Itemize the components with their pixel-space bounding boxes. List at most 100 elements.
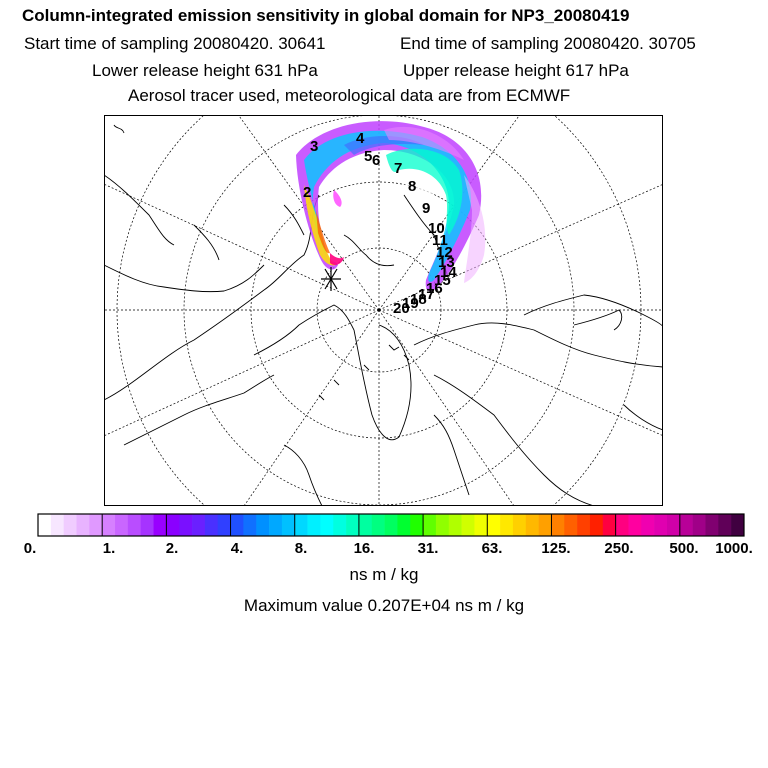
colorbar-cell	[435, 514, 450, 536]
colorbar-cell	[204, 514, 219, 536]
colorbar-cell	[551, 514, 565, 536]
colorbar-cell	[615, 514, 629, 536]
colorbar-cell	[127, 514, 141, 536]
emission-sensitivity-plume	[296, 121, 486, 292]
colorbar-units: ns m / kg	[349, 565, 419, 584]
colorbar-cell	[731, 514, 745, 536]
colorbar-tick-0: 0.	[23, 540, 37, 557]
trajectory-label-7: 7	[394, 160, 402, 177]
colorbar-tick-4: 8.	[294, 540, 308, 557]
colorbar-cell	[564, 514, 578, 536]
trajectory-label-13: 13	[438, 254, 455, 271]
colorbar-cell	[230, 514, 244, 536]
map-frame	[104, 115, 663, 506]
colorbar-frame	[37, 513, 745, 537]
tracer-info: Aerosol tracer used, meteorological data…	[128, 86, 571, 105]
colorbar-tick-8: 125.	[541, 540, 571, 557]
colorbar-cell	[217, 514, 231, 536]
trajectory-label-4: 4	[356, 130, 365, 147]
colorbar-cell	[397, 514, 411, 536]
trajectory-label-17: 17	[418, 286, 435, 303]
colorbar-cell	[89, 514, 103, 536]
colorbar-tick-9: 250.	[604, 540, 634, 557]
colorbar-tick-1: 1.	[102, 540, 116, 557]
colorbar-cell	[538, 514, 552, 536]
map-title: Column-integrated emission sensitivity i…	[22, 6, 630, 25]
colorbar-cell	[654, 514, 668, 536]
colorbar-cell	[384, 514, 398, 536]
trajectory-label-12: 12	[436, 244, 453, 261]
colorbar-cell	[294, 514, 308, 536]
colorbar-cell	[346, 514, 360, 536]
colorbar-cell	[333, 514, 347, 536]
colorbar-cell	[641, 514, 655, 536]
end-time: End time of sampling 20080420. 30705	[400, 34, 696, 53]
colorbar-cell	[487, 514, 501, 536]
colorbar-cell	[589, 514, 604, 536]
trajectory-label-20: 20	[393, 300, 410, 317]
trajectory-label-15: 15	[434, 272, 451, 289]
trajectory-label-8: 8	[408, 178, 416, 195]
colorbar-cell	[718, 514, 732, 536]
coastlines	[104, 124, 663, 506]
colorbar-tick-6: 31.	[417, 540, 439, 557]
colorbar-cell	[461, 514, 475, 536]
maximum-value: Maximum value 0.207E+04 ns m / kg	[243, 596, 525, 615]
colorbar-cell	[602, 514, 616, 536]
colorbar-tick-5: 16.	[353, 540, 375, 557]
colorbar-cell	[577, 514, 591, 536]
colorbar-cell	[307, 514, 321, 536]
colorbar-cell	[38, 514, 52, 536]
trajectory-label-18: 18	[410, 291, 427, 308]
trajectory-label-10: 10	[428, 220, 445, 237]
colorbar-cell	[281, 514, 296, 536]
colorbar-cell	[63, 514, 77, 536]
colorbar-cell	[525, 514, 539, 536]
colorbar-cell	[76, 514, 90, 536]
start-time: Start time of sampling 20080420. 30641	[24, 34, 326, 53]
colorbar-cell	[166, 514, 180, 536]
colorbar-cell	[692, 514, 706, 536]
colorbar-cell	[102, 514, 116, 536]
colorbar-cell	[628, 514, 642, 536]
trajectory-label-2: 2	[303, 184, 311, 201]
colorbar-cell	[500, 514, 514, 536]
trajectory-label-19: 19	[402, 295, 419, 312]
upper-release-height: Upper release height 617 hPa	[403, 61, 629, 80]
colorbar-tick-7: 63.	[481, 540, 503, 557]
trajectory-label-6: 6	[372, 152, 380, 169]
colorbar-cell	[179, 514, 193, 536]
colorbar-cell	[410, 514, 424, 536]
colorbar-cell	[666, 514, 681, 536]
trajectory-label-16: 16	[426, 280, 443, 297]
trajectory-label-9: 9	[422, 200, 430, 217]
colorbar-tick-2: 2.	[165, 540, 179, 557]
colorbar-cell	[448, 514, 462, 536]
colorbar-cell	[423, 514, 437, 536]
colorbar-cell	[371, 514, 385, 536]
colorbar-tick-3: 4.	[230, 540, 244, 557]
colorbar-cell	[140, 514, 154, 536]
trajectory-label-11: 11	[432, 232, 448, 249]
colorbar-cell	[50, 514, 64, 536]
lower-release-height: Lower release height 631 hPa	[92, 61, 318, 80]
colorbar-cell	[256, 514, 270, 536]
colorbar-cell	[243, 514, 257, 536]
colorbar-tick-10: 500.	[669, 540, 699, 557]
colorbar-cell	[474, 514, 488, 536]
colorbar-cell	[153, 514, 167, 536]
colorbar-cell	[269, 514, 283, 536]
colorbar-cell	[192, 514, 206, 536]
colorbar-cell	[320, 514, 334, 536]
colorbar-cell	[705, 514, 719, 536]
colorbar-tick-11: 1000.	[715, 540, 753, 557]
trajectory-label-3: 3	[310, 138, 318, 155]
colorbar-cell	[358, 514, 373, 536]
polar-map: 2 3 4 5 6 7 8 9 10 11 12 13 14 15 16 17 …	[104, 115, 663, 506]
colorbar-cell	[679, 514, 693, 536]
trajectory-label-14: 14	[440, 264, 457, 281]
graticule	[104, 115, 663, 506]
colorbar-cell	[512, 514, 527, 536]
trajectory-label-5: 5	[364, 148, 372, 165]
release-point-star	[321, 267, 341, 291]
